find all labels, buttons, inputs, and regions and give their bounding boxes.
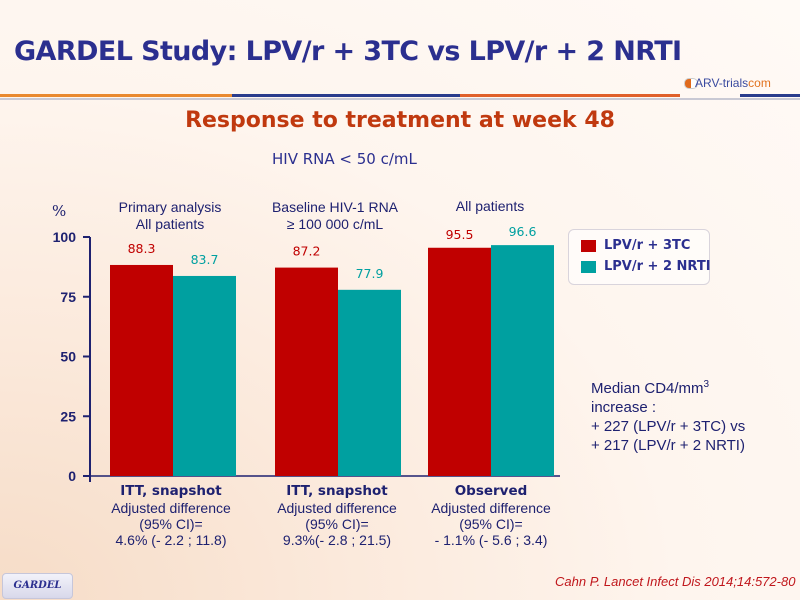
cd4-note-line-1-text: Median CD4/mm	[591, 380, 704, 397]
group-title-3: All patients	[420, 198, 560, 215]
category-note-2-line-2: (95% CI)=	[305, 516, 369, 532]
header-rule-orange	[0, 94, 232, 97]
bar-lpv-2nrti	[173, 275, 236, 476]
group-title-2: Baseline HIV-1 RNA ≥ 100 000 c/mL	[255, 199, 415, 233]
y-tick-label: 50	[60, 349, 76, 365]
arv-trials-logo: ARV-trialscom	[695, 76, 771, 90]
category-label-3: Observed Adjusted difference (95% CI)= -…	[412, 482, 570, 548]
data-label: 95.5	[446, 227, 474, 242]
legend-item-lpv-3tc: LPV/r + 3TC	[581, 238, 690, 253]
group-title-2-line-2: ≥ 100 000 c/mL	[286, 216, 384, 232]
category-note-2-line-3: 9.3%(- 2.8 ; 21.5)	[282, 532, 392, 548]
category-label-2: ITT, snapshot Adjusted difference (95% C…	[258, 482, 416, 548]
category-note-3-line-2: (95% CI)=	[459, 516, 523, 532]
category-label-1: ITT, snapshot Adjusted difference (95% C…	[92, 482, 250, 548]
bar-lpv-2nrti	[338, 289, 401, 476]
bar-lpv-2nrti	[491, 245, 554, 476]
legend: LPV/r + 3TC LPV/r + 2 NRTI	[568, 229, 711, 285]
category-note-2-line-1: Adjusted difference	[277, 500, 397, 516]
category-note-1-line-2: (95% CI)=	[139, 516, 203, 532]
citation: Cahn P. Lancet Infect Dis 2014;14:572-80	[555, 574, 796, 589]
cd4-note-line-3: + 227 (LPV/r + 3TC) vs	[591, 418, 746, 435]
group-title-2-line-1: Baseline HIV-1 RNA	[271, 199, 399, 215]
data-label: 83.7	[191, 252, 219, 267]
category-note-1-line-3: 4.6% (- 2.2 ; 11.8)	[115, 532, 227, 548]
slide-title: GARDEL Study: LPV/r + 3TC vs LPV/r + 2 N…	[14, 36, 682, 67]
gardel-badge: GARDEL	[2, 573, 73, 599]
legend-label-lpv-3tc: LPV/r + 3TC	[604, 238, 691, 253]
y-tick-label: 25	[60, 408, 76, 424]
y-tick-label: 75	[60, 289, 76, 305]
logo-text: ARV-trials	[695, 76, 749, 90]
legend-swatch-lpv-2nrti	[581, 260, 596, 273]
category-note-1-line-1: Adjusted difference	[111, 500, 231, 516]
group-title-3-line-1: All patients	[455, 198, 525, 214]
chart-subtitle: Response to treatment at week 48	[185, 108, 615, 133]
category-name-2: ITT, snapshot	[286, 483, 388, 499]
data-label: 96.6	[509, 224, 537, 239]
header-rule-orange-2	[460, 94, 680, 97]
pill-icon	[684, 78, 698, 89]
header-rule-blue-2	[740, 94, 800, 97]
legend-item-lpv-2nrti: LPV/r + 2 NRTI	[581, 259, 711, 274]
group-title-1-line-2: All patients	[135, 216, 205, 232]
cd4-note-superscript: 3	[703, 379, 710, 390]
bar-lpv-3tc	[275, 267, 338, 476]
y-axis-label: %	[52, 202, 67, 220]
bars	[110, 245, 554, 476]
data-label: 87.2	[293, 244, 321, 259]
y-tick-label: 0	[68, 468, 76, 484]
header-rule-gray	[0, 98, 800, 100]
category-name-3: Observed	[454, 483, 528, 499]
data-labels: 88.3 87.2 95.5 83.7 77.9 96.6	[128, 224, 537, 281]
data-label: 77.9	[356, 266, 384, 281]
legend-label-lpv-2nrti: LPV/r + 2 NRTI	[604, 259, 711, 274]
header-rule-blue	[232, 94, 460, 97]
legend-swatch-lpv-3tc	[581, 239, 596, 252]
y-tick-label: 100	[53, 229, 77, 245]
logo-suffix: com	[748, 76, 771, 90]
cd4-note-line-1: Median CD4/mm3	[591, 375, 745, 398]
cd4-note: Median CD4/mm3 increase : + 227 (LPV/r +…	[591, 375, 745, 455]
data-label: 88.3	[128, 241, 156, 256]
group-title-1-line-1: Primary analysis	[118, 199, 222, 215]
cd4-note-line-4: + 217 (LPV/r + 2 NRTI)	[591, 437, 745, 454]
endpoint-label: HIV RNA < 50 c/mL	[272, 150, 417, 168]
cd4-note-line-2: increase :	[591, 399, 657, 416]
category-note-3-line-3: - 1.1% (- 5.6 ; 3.4)	[434, 532, 548, 548]
bar-lpv-3tc	[428, 247, 491, 476]
category-note-3-line-1: Adjusted difference	[431, 500, 551, 516]
category-name-1: ITT, snapshot	[120, 483, 222, 499]
bar-lpv-3tc	[110, 264, 173, 476]
group-title-1: Primary analysis All patients	[95, 199, 245, 233]
